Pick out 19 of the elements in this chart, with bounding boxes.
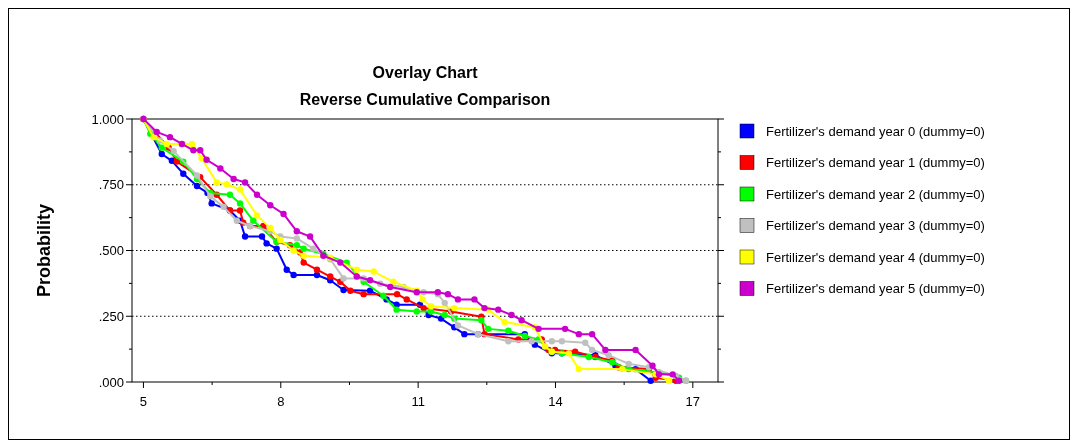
x-tick-label: 11 xyxy=(411,394,425,409)
chart-title: Overlay Chart xyxy=(372,64,479,81)
x-tick-label: 14 xyxy=(548,394,563,409)
x-tick-label: 5 xyxy=(139,394,148,409)
legend-label: Fertilizer's demand year 4 (dummy=0) xyxy=(766,249,985,265)
chart-subtitle: Reverse Cumulative Comparison xyxy=(299,91,551,108)
y-axis-title: Probability xyxy=(34,203,54,298)
x-tick-label: 8 xyxy=(277,394,285,409)
y-tick-label: 1.000 xyxy=(91,111,124,127)
legend-label: Fertilizer's demand year 5 (dummy=0) xyxy=(766,281,985,297)
legend-label: Fertilizer's demand year 3 (dummy=0) xyxy=(766,218,985,234)
y-tick-label: .500 xyxy=(98,243,124,259)
y-tick-label: .000 xyxy=(98,374,124,390)
legend-label: Fertilizer's demand year 0 (dummy=0) xyxy=(766,123,985,139)
legend-label: Fertilizer's demand year 2 (dummy=0) xyxy=(766,186,985,202)
y-tick-label: .750 xyxy=(98,177,124,193)
legend-label: Fertilizer's demand year 1 (dummy=0) xyxy=(766,155,985,171)
x-tick-label: 17 xyxy=(685,394,701,409)
y-tick-label: .250 xyxy=(98,308,124,324)
